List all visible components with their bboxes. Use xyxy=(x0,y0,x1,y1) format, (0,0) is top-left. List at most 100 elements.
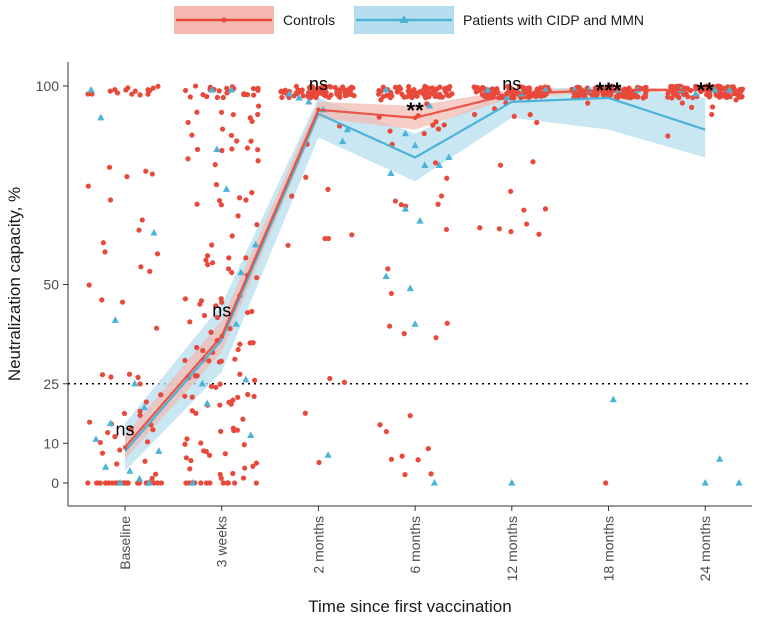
controls-point xyxy=(201,312,208,319)
controls-point xyxy=(252,377,258,383)
controls-point xyxy=(439,94,446,100)
controls-point xyxy=(216,88,222,94)
controls-point xyxy=(293,83,300,89)
controls-point xyxy=(516,83,523,90)
controls-point xyxy=(189,132,195,138)
controls-point xyxy=(229,269,235,276)
controls-point xyxy=(206,358,212,364)
patients-point xyxy=(701,479,709,486)
patients-point xyxy=(426,101,434,109)
patients-point xyxy=(691,89,700,97)
controls-point xyxy=(85,480,91,486)
patients-point xyxy=(295,93,303,101)
controls-point xyxy=(327,375,333,382)
controls-point xyxy=(430,88,437,94)
controls-point xyxy=(255,87,261,93)
controls-point xyxy=(119,299,126,305)
controls-point xyxy=(143,168,149,174)
controls-point xyxy=(225,266,232,272)
controls-point xyxy=(534,119,540,126)
controls-point xyxy=(151,480,157,486)
y-tick-label: 10 xyxy=(43,435,59,451)
controls-point xyxy=(444,175,450,181)
patients-point xyxy=(203,399,211,407)
controls-point xyxy=(194,201,200,207)
patients-point xyxy=(251,240,260,248)
controls-point xyxy=(524,221,530,227)
controls-point xyxy=(149,171,155,177)
controls-point xyxy=(249,308,255,315)
controls-point xyxy=(441,122,447,128)
controls-point xyxy=(607,92,614,98)
controls-point xyxy=(325,186,331,193)
controls-point xyxy=(152,471,159,477)
controls-point xyxy=(471,111,478,118)
controls-point xyxy=(154,251,161,257)
controls-point xyxy=(511,113,517,119)
controls-point xyxy=(313,92,320,98)
controls-point xyxy=(147,268,153,274)
controls-point xyxy=(224,480,230,486)
controls-point xyxy=(136,227,142,233)
controls-point xyxy=(187,94,193,100)
controls-point xyxy=(435,201,441,207)
controls-point xyxy=(206,452,213,458)
controls-point xyxy=(124,174,130,180)
controls-point xyxy=(709,104,716,110)
controls-point xyxy=(198,480,204,486)
controls-point xyxy=(189,408,195,414)
controls-point xyxy=(126,371,133,377)
controls-point xyxy=(319,85,325,91)
controls-point xyxy=(640,95,646,101)
controls-point xyxy=(200,347,206,354)
significance-label: ns xyxy=(212,300,231,320)
controls-point xyxy=(299,87,305,93)
controls-point xyxy=(526,85,533,91)
controls-point xyxy=(85,91,91,97)
controls-point xyxy=(527,112,533,118)
controls-point xyxy=(185,156,191,162)
controls-point xyxy=(508,229,514,235)
controls-point xyxy=(634,94,640,100)
controls-point xyxy=(142,458,148,464)
legend-patients-label: Patients with CIDP and MMN xyxy=(463,12,644,28)
controls-point xyxy=(214,314,221,321)
controls-point xyxy=(241,442,247,448)
x-tick-label: 6 months xyxy=(407,516,423,574)
controls-point xyxy=(100,240,106,246)
controls-mean-marker xyxy=(412,115,418,120)
controls-point xyxy=(189,394,195,400)
controls-point xyxy=(137,412,143,418)
controls-point xyxy=(99,297,105,303)
controls-point xyxy=(241,92,247,98)
controls-point xyxy=(405,88,411,94)
controls-point xyxy=(235,346,241,353)
controls-point xyxy=(255,103,262,109)
patients-point xyxy=(247,431,255,438)
controls-point xyxy=(132,88,138,94)
patients-point xyxy=(406,284,414,292)
controls-point xyxy=(242,465,248,471)
controls-point xyxy=(387,323,393,329)
controls-point xyxy=(102,249,108,255)
controls-point xyxy=(497,162,504,168)
controls-point xyxy=(203,257,209,263)
controls-point xyxy=(685,94,691,100)
y-axis-title: Neutralization capacity, % xyxy=(5,187,24,381)
y-tick-label: 0 xyxy=(51,475,59,491)
patients-point xyxy=(198,379,206,387)
controls-point xyxy=(625,94,631,100)
controls-point xyxy=(117,447,123,453)
controls-point xyxy=(147,88,153,94)
controls-point xyxy=(105,429,111,436)
patients-point xyxy=(92,435,100,442)
controls-point xyxy=(376,91,382,97)
controls-point xyxy=(250,463,256,469)
controls-point xyxy=(526,94,532,101)
patients-point xyxy=(401,205,410,212)
controls-point xyxy=(183,455,190,461)
controls-point xyxy=(251,393,257,400)
controls-point xyxy=(219,147,225,154)
patients-point xyxy=(135,475,144,482)
